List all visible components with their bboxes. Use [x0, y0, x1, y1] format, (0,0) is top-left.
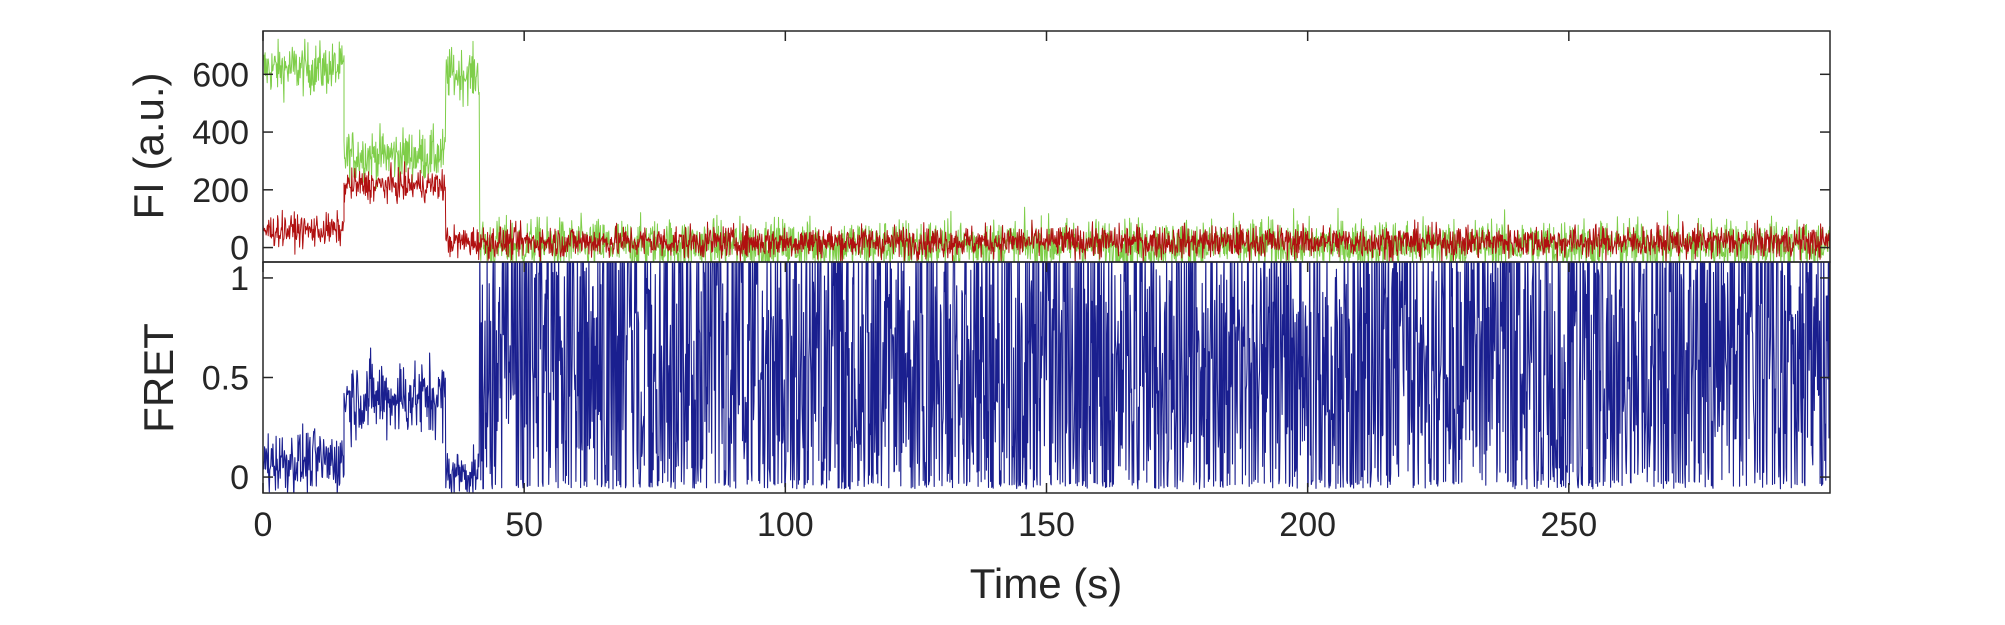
bottom-ytick-label: 0.5 [202, 360, 249, 398]
top-y-axis-title: FI (a.u.) [125, 72, 172, 219]
top-ytick-label: 0 [230, 230, 249, 268]
xtick-label: 250 [1540, 506, 1597, 544]
x-axis-title: Time (s) [970, 560, 1122, 607]
x-ticks: 0 50 100 150 200 250 [254, 31, 1597, 544]
top-ytick-label: 200 [192, 172, 249, 210]
fret-trace [263, 262, 1830, 493]
xtick-label: 0 [254, 506, 273, 544]
top-series-line-0 [263, 38, 1830, 262]
fluorescence-traces [263, 38, 1830, 262]
bottom-y-ticks: 00.51 [202, 260, 1830, 497]
bottom-series-line-0 [263, 262, 1830, 493]
xtick-label: 200 [1279, 506, 1336, 544]
xtick-label: 150 [1018, 506, 1075, 544]
top-y-ticks: 0 200 400 600 [192, 56, 1830, 268]
bottom-y-axis-title: FRET [135, 323, 182, 433]
top-ytick-label: 600 [192, 56, 249, 94]
fret-panel: 00.51 0 50 100 150 200 250 FRET Time (s) [135, 31, 1831, 607]
bottom-ytick-label: 1 [230, 260, 249, 298]
top-ytick-label: 400 [192, 114, 249, 152]
xtick-label: 50 [505, 506, 543, 544]
bottom-ytick-label: 0 [230, 459, 249, 497]
top-series-line-1 [263, 161, 1830, 262]
xtick-label: 100 [757, 506, 814, 544]
